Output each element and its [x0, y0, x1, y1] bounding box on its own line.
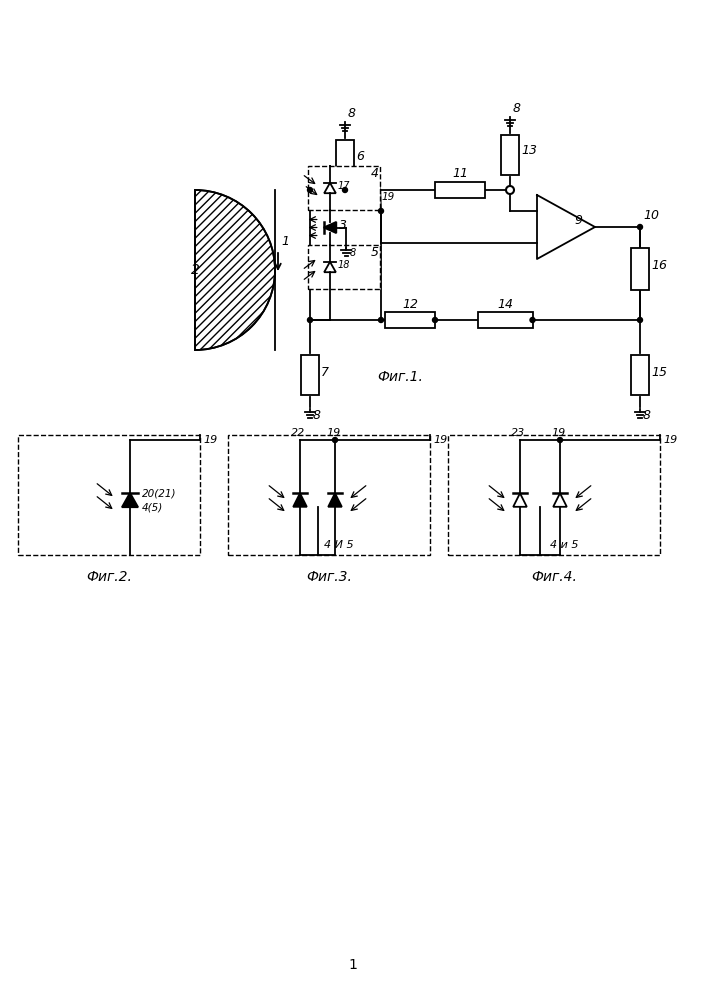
Bar — [18, 435, 200, 555]
Circle shape — [558, 438, 563, 442]
Text: 19: 19 — [326, 428, 341, 438]
Bar — [301, 355, 319, 395]
Bar — [336, 140, 354, 180]
Text: 23: 23 — [511, 428, 525, 438]
Text: 5: 5 — [371, 246, 379, 259]
Text: 8: 8 — [348, 107, 356, 120]
Text: 18: 18 — [337, 260, 350, 270]
Text: Фиг.3.: Фиг.3. — [306, 570, 352, 584]
Circle shape — [508, 188, 513, 192]
Text: 19: 19 — [381, 192, 395, 202]
Bar — [228, 435, 430, 555]
Text: Фиг.1.: Фиг.1. — [377, 370, 423, 384]
Bar — [631, 247, 649, 290]
Polygon shape — [328, 493, 341, 507]
Circle shape — [433, 318, 438, 322]
Circle shape — [308, 188, 312, 192]
Text: 4(5): 4(5) — [142, 503, 163, 513]
Circle shape — [378, 318, 383, 322]
Polygon shape — [293, 493, 307, 507]
Polygon shape — [324, 222, 337, 233]
Text: 6: 6 — [356, 149, 364, 162]
Bar — [308, 245, 380, 289]
Text: Фиг.4.: Фиг.4. — [531, 570, 577, 584]
Text: 4 И 5: 4 И 5 — [325, 540, 354, 550]
Circle shape — [638, 318, 643, 322]
Text: 4: 4 — [371, 167, 379, 180]
Text: 12: 12 — [402, 298, 418, 311]
Text: 22: 22 — [291, 428, 305, 438]
Text: 8: 8 — [643, 409, 651, 422]
Circle shape — [530, 318, 535, 322]
Text: 4 и 5: 4 и 5 — [550, 540, 579, 550]
Text: 11: 11 — [452, 167, 468, 180]
Text: Фиг.2.: Фиг.2. — [86, 570, 132, 584]
Text: 16: 16 — [651, 259, 667, 272]
Circle shape — [638, 225, 643, 230]
Text: 3: 3 — [339, 219, 347, 232]
Bar — [501, 135, 519, 175]
Text: 13: 13 — [521, 144, 537, 157]
Text: 14: 14 — [497, 298, 513, 311]
Text: 1: 1 — [349, 958, 358, 972]
Bar — [448, 435, 660, 555]
Text: 19: 19 — [433, 435, 448, 445]
Text: 10: 10 — [643, 209, 659, 222]
Text: 2: 2 — [191, 263, 199, 277]
Text: 19: 19 — [203, 435, 217, 445]
Text: 9: 9 — [575, 215, 583, 228]
Circle shape — [332, 438, 337, 442]
Bar — [631, 355, 649, 395]
Circle shape — [378, 209, 383, 214]
Bar — [477, 312, 532, 328]
Bar — [385, 312, 435, 328]
Text: 20(21): 20(21) — [142, 489, 177, 499]
Circle shape — [308, 318, 312, 322]
Text: 1: 1 — [281, 235, 289, 248]
Bar — [435, 182, 485, 198]
Text: 15: 15 — [651, 366, 667, 379]
Text: 8: 8 — [349, 247, 356, 257]
Wedge shape — [195, 190, 275, 350]
Polygon shape — [122, 493, 138, 507]
Text: 8: 8 — [513, 102, 521, 115]
Circle shape — [342, 188, 348, 192]
Bar — [308, 166, 380, 210]
Text: 19: 19 — [663, 435, 677, 445]
Circle shape — [506, 186, 514, 194]
Text: 8: 8 — [313, 409, 321, 422]
Text: 19: 19 — [551, 428, 566, 438]
Text: 7: 7 — [321, 366, 329, 379]
Text: 17: 17 — [337, 181, 350, 191]
